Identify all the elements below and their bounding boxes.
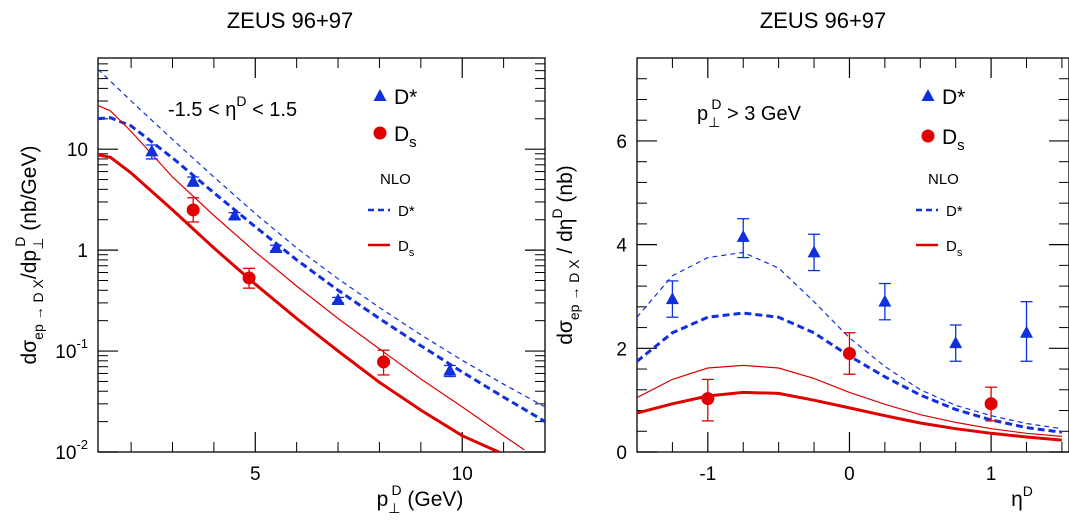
- left-panel-pt-distribution: ZEUS 96+97 10 1 10-1 10-2 5 10 -1.5 < ηD < 1.5 D…: [12, 8, 546, 516]
- theory-curves: [98, 68, 545, 452]
- dstar-data-point-0: [665, 280, 679, 318]
- y-axis-label: dσep → D X / dηD (nb): [549, 165, 582, 345]
- triangle-marker: [186, 174, 200, 187]
- dstar-data-point-3: [878, 282, 892, 321]
- ds-data-point-0: [701, 378, 715, 422]
- kinematic-cut-annotation: -1.5 < ηD < 1.5: [168, 93, 297, 121]
- nlo-curve-dstar-0: [637, 251, 1062, 430]
- ds-data-point-2: [984, 386, 998, 422]
- nlo-curve-ds-2: [637, 364, 1062, 437]
- triangle-marker: [807, 245, 821, 258]
- y-tick-label: 4: [616, 236, 627, 257]
- legend-circle-marker: [373, 126, 387, 140]
- y-tick-label: 10: [67, 140, 88, 161]
- y-tick-label: 0: [616, 443, 627, 464]
- circle-marker: [984, 397, 998, 411]
- circle-marker: [842, 347, 856, 360]
- dstar-data-point-4: [949, 324, 963, 362]
- dstar-data-point-1: [736, 218, 750, 259]
- legend-triangle-marker: [373, 89, 387, 101]
- legend-data-label: Ds: [394, 123, 417, 151]
- circle-marker: [186, 203, 200, 217]
- legend-data-label: D*: [942, 86, 965, 109]
- chart-title: ZEUS 96+97: [760, 8, 887, 33]
- circle-marker: [377, 355, 391, 369]
- dstar-data-point-4: [331, 293, 345, 306]
- ds-data-point-1: [242, 267, 256, 289]
- nlo-curve-dstar-1: [98, 116, 545, 423]
- legend: D* Ds NLO D* Ds: [916, 86, 965, 259]
- triangle-marker: [443, 363, 457, 376]
- legend-data-label: D*: [394, 86, 417, 109]
- circle-marker: [701, 392, 715, 406]
- triangle-marker: [228, 208, 242, 221]
- legend-nlo-title: NLO: [928, 171, 959, 188]
- triangle-marker: [949, 336, 963, 349]
- dstar-data-point-1: [186, 174, 200, 187]
- legend-line-label: Ds: [946, 238, 963, 259]
- x-tick-label: 1: [986, 464, 997, 485]
- x-tick-label: 10: [452, 464, 473, 485]
- ds-data-point-2: [377, 349, 391, 376]
- y-tick-label: 6: [616, 132, 627, 153]
- triangle-marker: [269, 240, 283, 253]
- legend-line-label: Ds: [398, 238, 415, 259]
- nlo-curve-ds-2: [98, 105, 525, 451]
- legend-triangle-marker: [921, 89, 935, 101]
- y-tick-label: 1: [77, 241, 88, 262]
- legend-line-label: D*: [946, 203, 963, 220]
- legend-line-label: D*: [398, 203, 415, 220]
- nlo-curve-dstar-0: [98, 68, 545, 408]
- triangle-marker: [878, 294, 892, 307]
- triangle-marker: [331, 293, 345, 306]
- dstar-data-point-5: [443, 363, 457, 378]
- triangle-marker: [665, 292, 679, 305]
- dstar-data-point-2: [228, 208, 242, 221]
- y-tick-label: 10-2: [55, 437, 88, 464]
- dstar-data-point-0: [145, 144, 159, 160]
- ds-data-point-1: [842, 332, 856, 375]
- dstar-data-point-2: [807, 233, 821, 272]
- plot-frame: [636, 57, 1069, 453]
- chart-title: ZEUS 96+97: [227, 8, 354, 33]
- x-axis-label: p⊥D (GeV): [377, 482, 464, 516]
- x-tick-label: 5: [250, 464, 261, 485]
- legend-nlo-title: NLO: [380, 171, 411, 188]
- triangle-marker: [145, 144, 159, 157]
- legend-circle-marker: [921, 129, 935, 143]
- triangle-marker: [1020, 325, 1034, 338]
- triangle-marker: [736, 229, 750, 242]
- kinematic-cut-annotation: p⊥D > 3 GeV: [697, 96, 802, 130]
- x-axis-label: ηD: [1011, 483, 1033, 511]
- dstar-data-point-5: [1020, 301, 1034, 362]
- circle-marker: [242, 271, 256, 285]
- plot-frame: [97, 57, 546, 453]
- nlo-curve-ds-3: [98, 153, 503, 452]
- legend: D* Ds NLO D* Ds: [368, 86, 417, 259]
- right-panel-eta-distribution: ZEUS 96+97 0 2 4 6 -1 0 1 p⊥D > 3 GeV D* Ds NLO D* Ds…: [549, 8, 1069, 511]
- ds-data-point-0: [186, 197, 200, 223]
- y-tick-label: 10-1: [55, 336, 88, 363]
- x-tick-label: -1: [699, 464, 716, 485]
- x-tick-label: 0: [844, 464, 855, 485]
- y-tick-label: 2: [616, 339, 627, 360]
- legend-data-label: Ds: [942, 126, 965, 154]
- y-axis-label: dσep → D X/dp⊥D (nb/GeV): [12, 146, 46, 365]
- dstar-data-point-3: [269, 240, 283, 253]
